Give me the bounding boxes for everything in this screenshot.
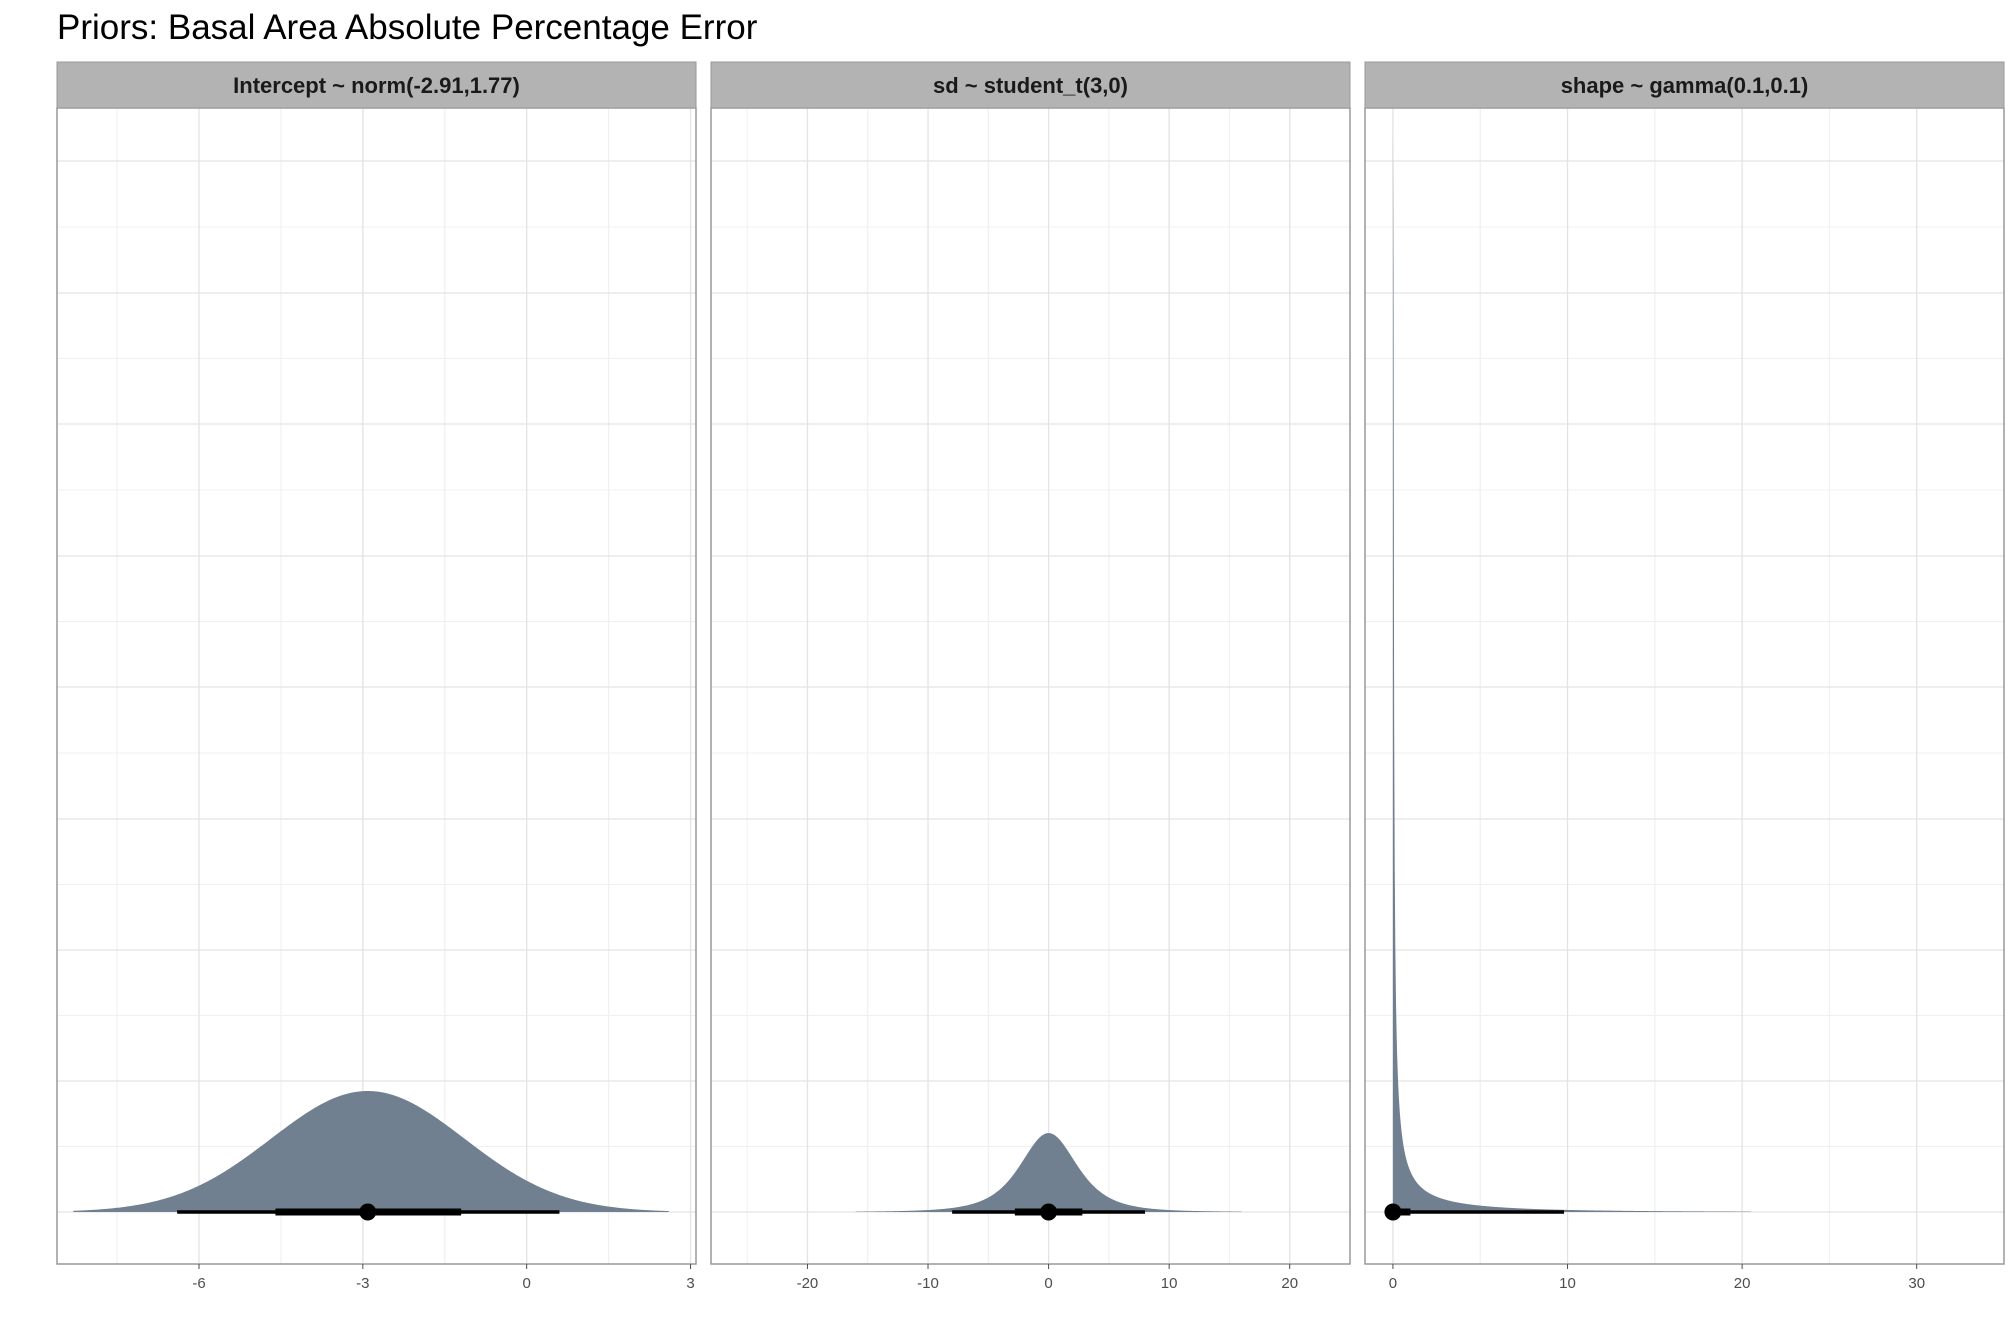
- panel-background: [1365, 108, 2004, 1264]
- x-tick-label: 20: [1281, 1275, 1298, 1292]
- facet-strip-label: shape ~ gamma(0.1,0.1): [1561, 73, 1809, 98]
- point-estimate: [1384, 1203, 1402, 1221]
- x-tick-label: 10: [1161, 1275, 1178, 1292]
- facet-strip-label: Intercept ~ norm(-2.91,1.77): [233, 73, 520, 98]
- facet-panel: Intercept ~ norm(-2.91,1.77) -6 -3 0 3: [56, 61, 697, 1292]
- x-tick-label: 3: [686, 1275, 694, 1292]
- x-tick-label: -3: [356, 1275, 369, 1292]
- facet-panel: shape ~ gamma(0.1,0.1) 0 10 20 30: [1364, 61, 2005, 1292]
- x-tick-label: 10: [1559, 1275, 1576, 1292]
- density-area: [73, 1091, 669, 1212]
- facet-strip-label: sd ~ student_t(3,0): [933, 73, 1128, 98]
- x-tick-label: -10: [917, 1275, 939, 1292]
- x-tick-label: 0: [1044, 1275, 1052, 1292]
- facet-strip: [710, 61, 1351, 109]
- point-estimate: [359, 1203, 377, 1221]
- point-estimate: [1040, 1203, 1058, 1221]
- facet-strip: [56, 61, 697, 109]
- facet-panel: sd ~ student_t(3,0) -20 -10 0 10 20: [710, 61, 1351, 1292]
- x-tick-label: 20: [1734, 1275, 1751, 1292]
- x-tick-label: -6: [192, 1275, 205, 1292]
- x-tick-label: 0: [1389, 1275, 1397, 1292]
- chart-title: Priors: Basal Area Absolute Percentage E…: [57, 8, 758, 47]
- density-area: [855, 1133, 1242, 1212]
- x-tick-label: -20: [797, 1275, 819, 1292]
- x-tick-label: 0: [523, 1275, 531, 1292]
- panel-background: [57, 108, 696, 1264]
- facet-strip: [1364, 61, 2005, 109]
- x-tick-label: 30: [1908, 1275, 1925, 1292]
- panel-background: [711, 108, 1350, 1264]
